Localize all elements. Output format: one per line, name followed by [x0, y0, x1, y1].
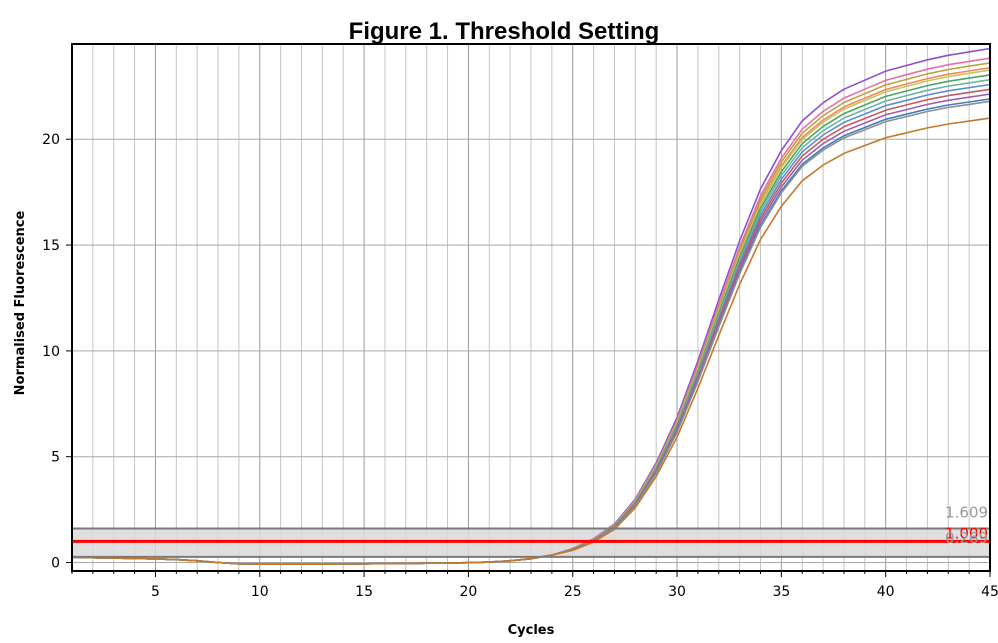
x-tick-label: 35	[772, 584, 790, 600]
threshold-upper-label: 1.609	[945, 503, 988, 521]
threshold-value-label: 1.000	[945, 524, 988, 542]
x-tick-label: 45	[981, 584, 998, 600]
series-lines	[71, 47, 991, 566]
series-line-13	[71, 117, 991, 566]
x-tick-label: 40	[877, 584, 895, 600]
y-tick-label: 20	[42, 132, 60, 148]
x-tick-label: 15	[355, 584, 373, 600]
y-tick-label: 15	[42, 238, 60, 254]
x-tick-label: 10	[251, 584, 269, 600]
y-tick-label: 5	[51, 450, 60, 466]
y-tick-label: 10	[42, 344, 60, 360]
x-tick-label: 5	[151, 584, 160, 600]
x-axis-label: Cycles	[508, 623, 555, 638]
x-tick-label: 20	[459, 584, 477, 600]
chart-title: Figure 1. Threshold Setting	[349, 18, 660, 45]
y-tick-label: 0	[51, 556, 60, 572]
threshold-lower-label: 0.269	[945, 529, 988, 547]
y-axis-label: Normalised Fluorescence	[13, 211, 28, 396]
grid	[71, 44, 991, 571]
x-tick-label: 25	[564, 584, 582, 600]
x-tick-label: 30	[668, 584, 686, 600]
axis-ticks: 5 10 15 20 25 30 35 40 45 0 5 10 15 20	[42, 132, 998, 600]
plot-frame	[71, 43, 991, 572]
